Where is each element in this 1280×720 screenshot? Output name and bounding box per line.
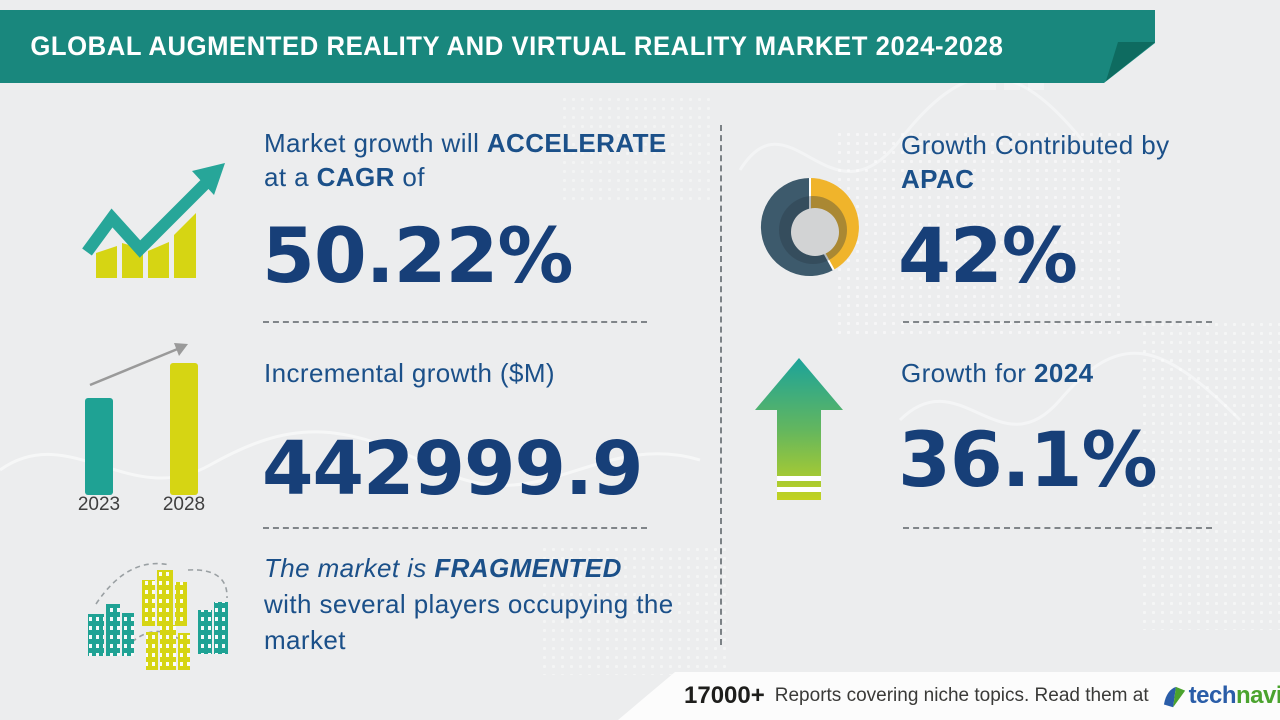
brand-text-tech: tech xyxy=(1188,681,1237,709)
separator xyxy=(263,527,647,529)
cagr-keyword: CAGR xyxy=(316,162,395,192)
fragmentation-label: The market is FRAGMENTED with several pl… xyxy=(264,550,674,658)
separator xyxy=(903,321,1212,323)
cagr-label: Market growth will ACCELERATE at a CAGR … xyxy=(264,126,667,194)
growth-2024-value: 36.1% xyxy=(898,415,1158,504)
buildings-right-teal xyxy=(198,602,228,654)
footer-tagline: Reports covering niche topics. Read them… xyxy=(774,685,1149,706)
incremental-growth-label: Incremental growth ($M) xyxy=(264,358,555,388)
apac-label-line1: Growth Contributed by xyxy=(901,130,1170,160)
cagr-keyword-accelerate: ACCELERATE xyxy=(486,128,667,158)
apac-label: Growth Contributed by APAC xyxy=(901,128,1170,196)
footer-bar: 17000+ Reports covering niche topics. Re… xyxy=(618,672,1280,720)
growth-2024-label: Growth for 2024 xyxy=(901,356,1093,390)
up-arrow-icon xyxy=(755,358,843,500)
apac-region: APAC xyxy=(901,164,975,194)
technavio-logo[interactable]: technavio™ xyxy=(1163,682,1280,711)
buildings-left-teal xyxy=(88,604,134,656)
buildings-top-yellow xyxy=(142,570,187,626)
growth-2024-text: Growth for xyxy=(901,358,1034,388)
growth-2024-year: 2024 xyxy=(1034,358,1094,388)
reports-count: 17000+ xyxy=(684,682,765,709)
fragmentation-intro: The market is xyxy=(264,553,435,583)
year-start-label: 2023 xyxy=(77,494,121,515)
column-divider xyxy=(720,125,722,645)
growth-trend-icon xyxy=(82,163,225,278)
fragmentation-keyword: FRAGMENTED xyxy=(434,553,622,583)
background-texture xyxy=(1140,320,1280,630)
brand-text-navio: navio xyxy=(1235,681,1280,709)
fragmentation-line3: market xyxy=(264,625,346,655)
incremental-growth-value: 442999.9 xyxy=(262,426,644,512)
year-end-label: 2028 xyxy=(162,494,206,515)
separator xyxy=(903,527,1212,529)
cagr-label-post: of xyxy=(394,162,425,192)
separator xyxy=(263,321,647,323)
apac-value: 42% xyxy=(898,211,1078,300)
technavio-logo-icon xyxy=(1163,686,1185,707)
buildings-icon xyxy=(88,562,228,670)
cagr-label-pre: at a xyxy=(264,162,317,192)
cagr-label-intro: Market growth will xyxy=(264,128,487,158)
donut-chart-icon xyxy=(760,177,859,276)
bar-comparison-icon xyxy=(85,343,198,495)
buildings-bottom-yellow xyxy=(146,625,190,670)
header-banner xyxy=(0,10,1155,83)
cagr-value: 50.22% xyxy=(262,211,574,300)
page-title: GLOBAL AUGMENTED REALITY AND VIRTUAL REA… xyxy=(30,31,1004,61)
fragmentation-line2: with several players occupying the xyxy=(264,589,674,619)
